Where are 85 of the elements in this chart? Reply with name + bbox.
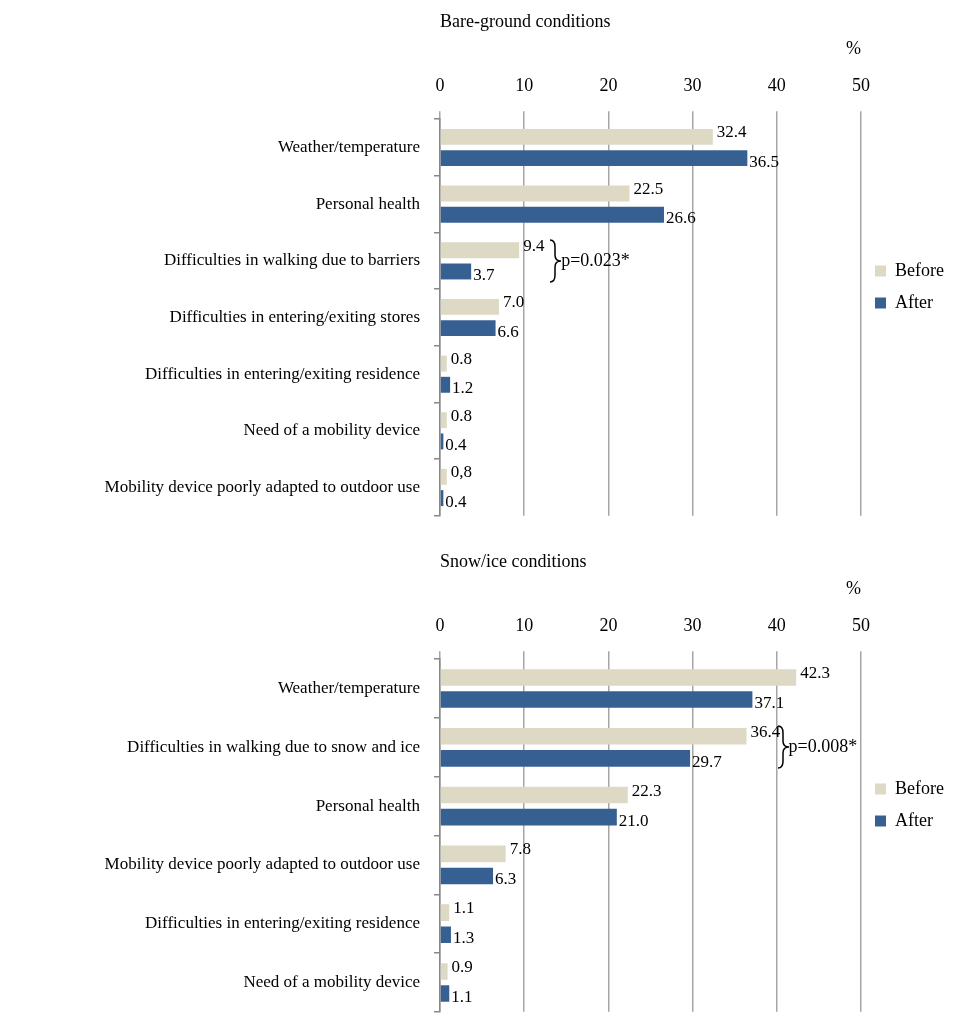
data-label: 0.4 [445,491,468,511]
bar [440,298,499,315]
bar [440,320,496,337]
data-label: 1.2 [452,378,474,398]
y-tick-label: Weather/temperature [277,678,420,698]
y-tick-label: Need of a mobility device [243,971,420,991]
y-tick-label: Personal health [315,795,421,815]
annotation: p=0.023* [561,249,630,270]
y-tick-label: Difficulties in entering/exiting stores [169,306,420,326]
x-tick-label: 40 [767,75,786,96]
y-tick-label: Mobility device poorly adapted to outdoor use [104,854,420,874]
bar [440,728,747,745]
bar [440,468,447,485]
data-label: 1.1 [453,898,475,918]
data-label: 26.6 [665,208,696,228]
bar [440,808,617,826]
x-axis-title: % [846,577,862,598]
bar [440,985,450,1002]
y-tick-label: Need of a mobility device [243,420,420,440]
bar [440,242,520,259]
data-label: 7.0 [502,292,525,312]
bar [440,963,448,980]
legend-label: Before [895,259,945,280]
bar [440,845,506,863]
bar [440,750,691,767]
x-tick-label: 10 [515,615,534,636]
data-label: 22.3 [631,780,662,800]
x-tick-label: 30 [683,75,702,96]
data-label: 1.3 [452,928,475,948]
x-axis-title: % [846,37,862,58]
x-tick-label: 50 [852,615,871,636]
y-tick-label: Difficulties in entering/exiting residence [145,363,420,383]
data-label: 42.3 [800,663,830,683]
data-label: 0,8 [450,462,472,482]
data-label: 37.1 [754,693,785,713]
y-tick-label: Difficulties in entering/exiting residence [145,913,420,933]
x-tick-label: 40 [767,615,786,636]
y-tick-label: Difficulties in walking due to snow and ice [127,736,420,756]
x-tick-label: 0 [435,615,445,636]
chart-title: Bare-ground conditions [440,10,611,31]
data-label: 36.5 [749,151,780,171]
data-label: 0.8 [450,349,472,368]
bar [440,926,451,943]
bar [440,867,494,885]
bar [440,128,713,145]
y-tick-label: Mobility device poorly adapted to outdoor use [104,476,420,496]
y-tick-label: Difficulties in walking due to barriers [163,250,420,270]
legend-label: After [895,809,934,830]
y-tick-label: Personal health [315,193,421,213]
data-label: 21.0 [618,810,649,830]
bar [440,355,447,372]
bar [440,786,628,804]
bar [440,150,748,167]
x-tick-label: 20 [599,615,618,636]
annotation: p=0.008* [788,736,858,757]
x-tick-label: 50 [852,75,871,96]
data-label: 1.1 [451,986,473,1006]
bar [440,263,472,280]
y-tick-label: Weather/temperature [277,137,420,156]
bar [440,185,630,202]
x-tick-label: 30 [683,615,702,636]
data-label: 0.9 [451,956,473,976]
data-label: 0.4 [445,434,468,454]
data-label: 36.4 [750,721,781,741]
legend-label: After [895,291,934,312]
bar [440,691,753,708]
data-label: 32.4 [716,122,748,142]
legend-label: Before [895,777,945,798]
data-label: 29.7 [692,751,723,771]
data-label: 0.8 [450,405,472,425]
x-tick-label: 0 [435,75,445,96]
bar [440,904,450,921]
data-label: 3.7 [473,264,495,284]
x-tick-label: 20 [599,75,618,96]
data-label: 6.6 [497,321,519,341]
x-tick-label: 10 [515,75,534,96]
bar [440,206,664,223]
data-label: 7.8 [509,839,531,859]
bar [440,669,797,686]
bar [440,412,447,429]
data-label: 22.5 [633,179,664,199]
chart-title: Snow/ice conditions [440,550,587,571]
data-label: 9.4 [523,235,545,255]
bar [440,376,451,393]
data-label: 6.3 [495,869,517,889]
